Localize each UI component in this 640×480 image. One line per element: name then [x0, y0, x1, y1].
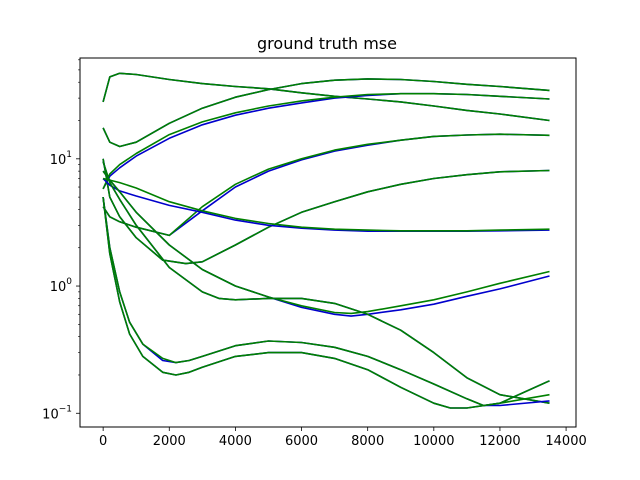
- curve-4-green-line: [102, 133, 550, 237]
- x-tick-label: 0: [99, 434, 107, 449]
- x-tick-label: 2000: [153, 434, 186, 449]
- x-tick-label: 14000: [545, 434, 586, 449]
- curve-7-blue-line: [102, 170, 550, 317]
- x-tick-label: 10000: [413, 434, 454, 449]
- curve-2-green-line: [102, 78, 550, 148]
- plot-frame: [79, 57, 577, 428]
- y-tick-label: 10−1: [42, 404, 72, 422]
- x-tick-label: 12000: [479, 434, 520, 449]
- x-axis: 0 2000 4000 6000 8000 10000 12000 14000: [99, 427, 587, 449]
- curve-5-blue-line: [102, 158, 550, 265]
- y-axis: 10−1 100 101: [42, 59, 80, 422]
- curve-6-green-line: [102, 177, 550, 232]
- x-tick-label: 6000: [285, 434, 318, 449]
- chart-title: ground truth mse: [257, 34, 397, 53]
- y-tick-label: 101: [50, 150, 72, 168]
- curve-7-green-line: [102, 170, 550, 315]
- curve-3-blue-line: [102, 92, 550, 190]
- curve-10-green-line: [102, 197, 550, 409]
- plot-lines: [102, 72, 550, 409]
- curve-3-green-line: [102, 92, 550, 190]
- x-tick-label: 4000: [219, 434, 252, 449]
- curve-4-blue-line: [102, 133, 550, 237]
- curve-8-green-line: [102, 161, 550, 404]
- curve-5-green-line: [102, 158, 550, 265]
- curve-1-green-line: [102, 72, 550, 122]
- curve-8-blue-line: [102, 161, 550, 404]
- curve-9-green-line: [102, 196, 550, 407]
- x-tick-label: 8000: [351, 434, 384, 449]
- y-tick-label: 100: [50, 277, 73, 295]
